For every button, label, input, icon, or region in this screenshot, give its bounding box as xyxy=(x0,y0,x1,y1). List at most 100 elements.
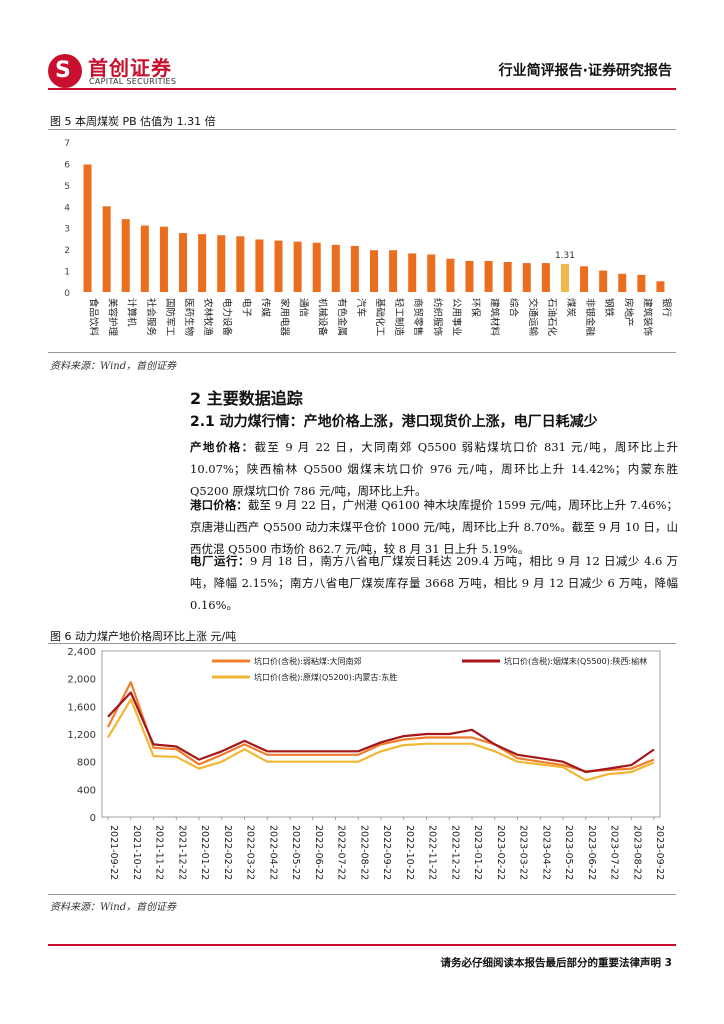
bar xyxy=(198,234,207,292)
header-rule xyxy=(48,88,676,90)
x-tick-label: 2023-09-22 xyxy=(654,825,665,880)
x-tick-label: 银行 xyxy=(660,298,672,318)
y-tick-label: 0 xyxy=(64,289,70,299)
report-type: 行业简评报告·证券研究报告 xyxy=(498,63,672,79)
x-tick-label: 房地产 xyxy=(622,298,634,327)
x-tick-label: 2022-05-22 xyxy=(290,825,301,880)
series-line xyxy=(107,698,655,782)
bar xyxy=(541,263,550,292)
x-tick-label: 国防军工 xyxy=(164,298,176,337)
figure6-line-chart: 0 400 800 1,200 1,600 2,000 2,400 2021-09-22 202… xyxy=(67,647,665,880)
bar xyxy=(389,250,398,292)
bar xyxy=(599,270,608,292)
x-tick-label: 2021-11-22 xyxy=(154,825,165,880)
x-tick-label: 交通运输 xyxy=(527,298,539,337)
y-tick-label: 7 xyxy=(64,139,70,149)
y-tick-label: 2,400 xyxy=(67,647,96,658)
data-label: 1.31 xyxy=(555,251,575,261)
x-tick-label: 通信 xyxy=(298,298,310,317)
bar xyxy=(217,235,226,292)
y-tick-label: 0 xyxy=(90,813,96,824)
bar xyxy=(312,242,321,292)
bar xyxy=(522,263,531,292)
x-tick-label: 钢铁 xyxy=(603,298,615,318)
footer-disclaimer: 请务必仔细阅读本报告最后部分的重要法律声明 3 xyxy=(440,957,672,969)
x-tick-label: 2023-06-22 xyxy=(586,825,597,880)
legend-label: 坑口价(含税):弱粘煤:大同南郊 xyxy=(254,656,362,666)
series-line xyxy=(107,680,655,773)
legend-label: 坑口价(含税):烟煤末(Q5500):陕西:榆林 xyxy=(504,656,647,666)
x-tick-label: 计算机 xyxy=(126,298,138,327)
bar xyxy=(350,245,359,292)
bar xyxy=(580,266,589,292)
bar xyxy=(369,250,379,292)
y-tick-label: 1,200 xyxy=(67,730,96,741)
x-tick-label: 2023-08-22 xyxy=(631,825,642,880)
logo-text-cn: 首创证券 xyxy=(88,56,172,80)
x-tick-label: 2022-07-22 xyxy=(336,825,347,880)
section-heading: 2 主要数据追踪 xyxy=(190,389,303,408)
bar xyxy=(408,253,417,292)
x-tick-label: 轻工制造 xyxy=(393,298,405,337)
x-tick-label: 2022-08-22 xyxy=(358,825,369,880)
y-tick-label: 4 xyxy=(64,203,70,213)
x-tick-label: 社会服务 xyxy=(145,298,157,337)
x-tick-label: 2022-06-22 xyxy=(313,825,324,880)
x-tick-label: 综合 xyxy=(508,298,520,318)
bar xyxy=(102,206,111,292)
x-tick-label: 煤炭 xyxy=(565,298,577,318)
y-tick-label: 6 xyxy=(64,160,70,170)
bar xyxy=(618,273,627,292)
figure5-title: 图 5 本周煤炭 PB 估值为 1.31 倍 xyxy=(50,115,216,128)
bar xyxy=(83,164,92,292)
legend-label: 坑口价(含税):原煤(Q5200):内蒙古:东胜 xyxy=(254,672,397,682)
bar xyxy=(484,260,493,292)
x-tick-label: 非银金融 xyxy=(584,298,596,337)
figure5-bottom-rule xyxy=(48,352,676,353)
subsection-heading: 2.1 动力煤行情：产地价格上涨，港口现货价上涨，电厂日耗减少 xyxy=(190,414,598,430)
logo-mark-icon: S xyxy=(48,54,82,88)
figure6-title-rule xyxy=(48,643,676,644)
x-tick-label: 医药生物 xyxy=(183,298,195,337)
bar xyxy=(236,236,245,292)
figure5-bar-chart: 0 1 2 3 4 5 6 7 食品饮料 美容护理 计算机 社会服务 国防军工 医药生物 农林牧渔 电力设备电… xyxy=(64,139,672,337)
x-tick-label: 2022-04-22 xyxy=(267,825,278,880)
bar xyxy=(274,240,283,292)
bar xyxy=(179,233,188,292)
paragraph-text: 截至 9 月 22 日，大同南郊 Q5500 弱粘煤坑口价 831 元/吨，周环… xyxy=(190,440,678,498)
bar xyxy=(503,262,512,292)
y-tick-label: 2 xyxy=(64,246,70,256)
bar xyxy=(446,258,455,292)
figure6-title: 图 6 动力煤产地价格周环比上涨 元/吨 xyxy=(50,630,237,643)
y-tick-label: 1 xyxy=(64,268,70,278)
x-tick-label: 美容护理 xyxy=(107,298,119,337)
paragraph-label: 电厂运行： xyxy=(190,554,250,568)
x-tick-label: 石油石化 xyxy=(546,298,558,337)
bar xyxy=(656,281,665,292)
x-tick-label: 公用事业 xyxy=(450,298,462,336)
x-tick-label: 2021-09-22 xyxy=(108,825,119,880)
x-tick-label: 机械设备 xyxy=(317,298,329,337)
x-tick-label: 2023-03-22 xyxy=(518,825,529,880)
x-tick-label: 商贸零售 xyxy=(412,298,424,336)
x-tick-label: 2022-03-22 xyxy=(245,825,256,880)
paragraph-power-plant: 电厂运行：9 月 18 日，南方八省电厂煤炭日耗达 209.4 万吨，相比 9 … xyxy=(190,550,678,616)
x-tick-label: 2022-09-22 xyxy=(381,825,392,880)
x-tick-label: 2021-10-22 xyxy=(131,825,142,880)
paragraph-origin-price: 产地价格：截至 9 月 22 日，大同南郊 Q5500 弱粘煤坑口价 831 元… xyxy=(190,436,678,502)
x-tick-label: 环保 xyxy=(469,298,481,318)
bar xyxy=(293,241,302,292)
company-logo: S 首创证券 CAPITAL SECURITIES xyxy=(48,52,198,92)
series-line xyxy=(107,691,655,774)
bar xyxy=(465,260,474,292)
x-tick-label: 2023-01-22 xyxy=(472,825,483,880)
x-tick-label: 纺织服饰 xyxy=(431,298,443,336)
bar xyxy=(140,225,149,292)
bar xyxy=(331,244,340,292)
bar xyxy=(560,263,569,292)
figure5-source: 资料来源：Wind，首创证券 xyxy=(50,361,177,372)
x-tick-label: 2021-12-22 xyxy=(176,825,187,880)
paragraph-port-price: 港口价格：截至 9 月 22 日，广州港 Q6100 神木块库提价 1599 元… xyxy=(190,494,678,560)
x-tick-label: 2023-07-22 xyxy=(609,825,620,880)
x-tick-label: 2023-02-22 xyxy=(495,825,506,880)
